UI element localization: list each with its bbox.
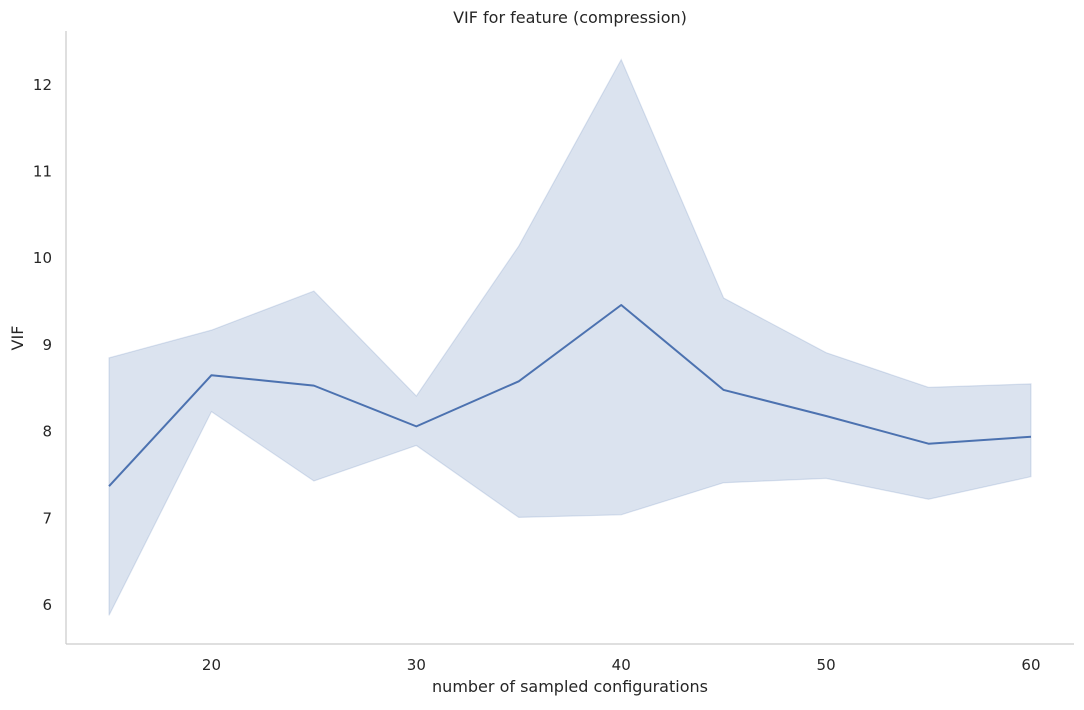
series-line [108, 303, 1032, 487]
data-point [516, 378, 522, 384]
y-tick-label: 6 [42, 596, 52, 614]
y-tick-label: 9 [42, 336, 52, 354]
x-tick-label: 50 [817, 656, 836, 674]
data-point [1028, 434, 1034, 440]
y-tick-labels: 6 7 8 9 10 11 12 [33, 76, 52, 614]
y-tick-label: 8 [42, 423, 52, 441]
confidence-band-layer [108, 58, 1032, 616]
y-axis-label: VIF [8, 326, 27, 351]
data-point [208, 372, 214, 378]
x-tick-label: 20 [202, 656, 221, 674]
data-point [823, 413, 829, 419]
y-tick-label: 10 [33, 249, 52, 267]
x-axis-label: number of sampled configurations [432, 677, 708, 696]
data-point [106, 483, 112, 489]
data-point [926, 441, 932, 447]
series-line-layer [106, 302, 1034, 489]
axes [65, 31, 1074, 645]
y-tick-label: 12 [33, 76, 52, 94]
x-tick-label: 30 [407, 656, 426, 674]
x-tick-label: 60 [1021, 656, 1040, 674]
data-point [618, 302, 624, 308]
x-tick-labels: 20 30 40 50 60 [202, 656, 1041, 674]
x-tick-label: 40 [612, 656, 631, 674]
data-point [413, 423, 419, 429]
data-point [311, 383, 317, 389]
chart-title: VIF for feature (compression) [453, 8, 687, 27]
confidence-band [108, 58, 1032, 616]
data-point [721, 387, 727, 393]
y-tick-label: 11 [33, 162, 52, 180]
y-tick-label: 7 [42, 509, 52, 527]
